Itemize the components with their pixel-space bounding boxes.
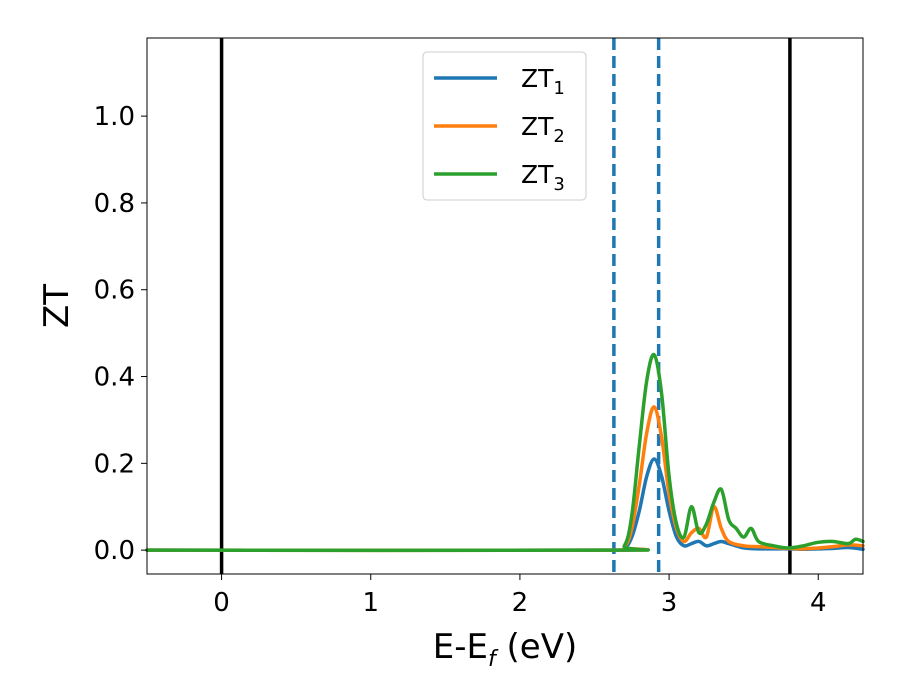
legend-label-zt3: ZT3 (521, 160, 565, 195)
legend-label-zt1: ZT1 (521, 64, 565, 99)
x-axis-label-subscript: f (488, 647, 499, 672)
y-tick-label: 0.8 (94, 189, 135, 219)
y-tick-label: 0.2 (94, 449, 135, 479)
series-line-zt2 (145, 405, 865, 553)
legend: ZT1 ZT2 ZT3 (422, 51, 587, 201)
y-tick-label: 1.0 (94, 102, 135, 132)
x-tick-label: 4 (810, 588, 827, 618)
reference-lines (219, 38, 792, 574)
x-tick-label: 2 (512, 588, 529, 618)
x-axis-label-unit: (eV) (496, 627, 578, 667)
series-layer (145, 352, 865, 553)
y-tick-label: 0.6 (94, 276, 135, 306)
x-tick-label: 1 (362, 588, 379, 618)
y-axis-ticks: 0.0 0.2 0.4 0.6 0.8 1.0 (94, 102, 147, 566)
y-tick-label: 0.0 (94, 536, 135, 566)
y-axis-label: ZT (37, 284, 77, 328)
x-axis-label-base: E-E (433, 627, 488, 667)
plot-area-frame (146, 37, 864, 575)
x-axis-label: E-Ef (eV) (433, 627, 578, 672)
series-line-zt3 (145, 352, 865, 553)
legend-label-zt2: ZT2 (521, 112, 565, 147)
x-axis-ticks: 0 1 2 3 4 (213, 574, 827, 618)
y-tick-label: 0.4 (94, 363, 135, 393)
x-tick-label: 3 (661, 588, 678, 618)
legend-box (422, 51, 587, 201)
x-tick-label: 0 (213, 588, 230, 618)
